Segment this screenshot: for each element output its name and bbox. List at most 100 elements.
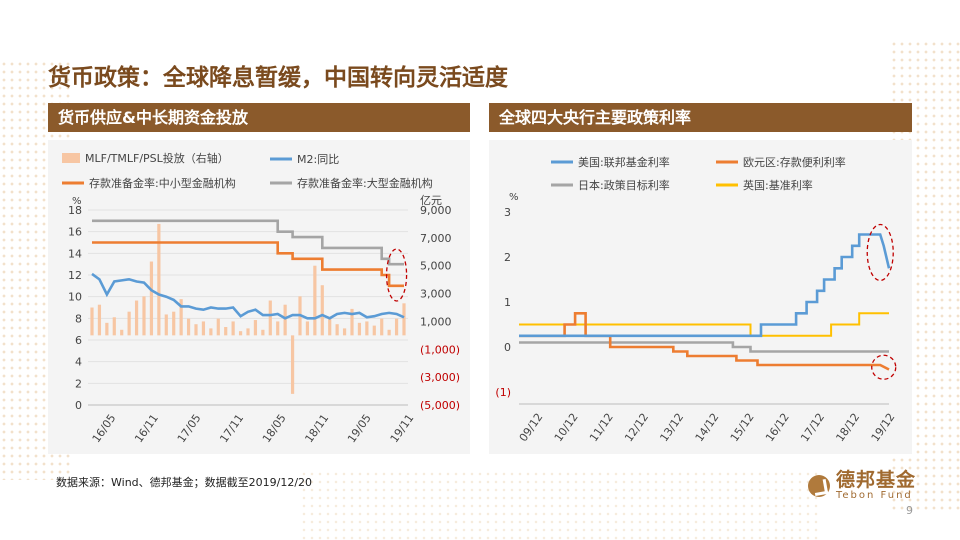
left-tick-label: 12: [68, 269, 82, 282]
left-tick-label: 16: [68, 226, 82, 239]
mlf-bar: [194, 324, 198, 336]
left-chart-header: 货币供应&中长期资金投放: [48, 103, 470, 132]
x-tick-label: 17/12: [798, 411, 827, 444]
decorative-dots-bottom: [300, 470, 820, 540]
mlf-bar: [261, 329, 265, 336]
x-tick-label: 14/12: [693, 411, 722, 444]
japan-rate-line: [519, 341, 889, 353]
euro-rate-line: [519, 312, 890, 371]
mlf-bar: [149, 261, 154, 336]
mlf-bar: [246, 328, 250, 336]
x-tick-label: 12/12: [622, 411, 651, 444]
y-axis-unit: %: [509, 192, 519, 203]
x-tick-label: 17/05: [175, 412, 204, 445]
data-source-note: 数据来源：Wind、德邦基金；数据截至2019/12/20: [56, 476, 313, 489]
right-tick-label: 5,000: [420, 260, 452, 273]
mlf-bar: [276, 321, 280, 336]
x-tick-label: 17/11: [217, 412, 246, 445]
mlf-bar: [290, 335, 295, 394]
y-tick-label: 1: [504, 296, 511, 309]
mlf-bar: [97, 304, 102, 336]
mlf-bar: [105, 322, 109, 336]
x-tick-label: 16/05: [90, 412, 119, 445]
page-title: 货币政策：全球降息暂缓，中国转向灵活适度: [48, 65, 508, 91]
mlf-bar: [238, 331, 243, 336]
right-tick-label: 3,000: [420, 288, 452, 301]
right-chart-panel: 美国:联邦基金利率 欧元区:存款便利利率日本:政策目标利率 英国:基准利率% (1) 0…: [489, 140, 912, 454]
mlf-bar: [305, 321, 310, 336]
highlight-ellipse-euro: [871, 354, 897, 380]
x-tick-label: 18/11: [302, 412, 331, 445]
legend-uk: 英国:基准利率: [743, 178, 813, 192]
left-tick-label: 10: [68, 291, 82, 304]
right-tick-label: (5,000): [420, 399, 460, 412]
x-tick-label: 18/05: [260, 412, 289, 445]
highlight-ellipse-us: [866, 223, 894, 282]
mlf-bar: [402, 303, 406, 336]
mlf-bar: [127, 311, 131, 336]
mlf-bar: [328, 318, 332, 336]
logo-mark-icon: [808, 474, 830, 497]
x-tick-label: 15/12: [728, 411, 757, 444]
page-number: 9: [906, 504, 913, 517]
mlf-bar: [172, 311, 176, 336]
x-tick-label: 19/11: [388, 412, 417, 445]
logo-name-cn: 德邦基金: [836, 469, 917, 491]
mlf-bar: [387, 329, 391, 336]
mlf-bar: [179, 299, 183, 336]
company-logo: 德邦基金 Tebon Fund: [808, 470, 916, 501]
right-tick-label: (3,000): [420, 371, 460, 384]
y-tick-label: 0: [504, 341, 511, 354]
x-tick-label: 18/12: [833, 411, 862, 444]
legend-rrr-small: 存款准备金率:中小型金融机构: [89, 176, 236, 190]
x-tick-label: 09/12: [517, 411, 546, 444]
uk-rate-line: [519, 312, 889, 337]
left-tick-label: 2: [75, 377, 82, 390]
mlf-bar: [313, 265, 317, 336]
left-tick-label: 8: [75, 312, 82, 325]
mlf-bar: [342, 328, 347, 336]
legend-japan: 日本:政策目标利率: [578, 178, 670, 192]
mlf-bar: [142, 296, 146, 336]
mlf-bar: [186, 318, 191, 336]
right-chart-header: 全球四大央行主要政策利率: [489, 103, 912, 132]
mlf-bar: [372, 325, 376, 336]
mlf-bar: [224, 327, 228, 336]
mlf-bar: [283, 304, 287, 336]
x-tick-label: 11/12: [587, 411, 616, 444]
legend-mlf: MLF/TMLF/PSL投放（右轴）: [85, 151, 229, 165]
left-tick-label: 6: [75, 334, 82, 347]
y-tick-label: 2: [504, 251, 511, 264]
m2-line: [91, 272, 405, 320]
mlf-bar: [90, 307, 94, 336]
mlf-bar: [335, 324, 339, 336]
mlf-bar: [231, 321, 235, 336]
left-chart-panel: MLF/TMLF/PSL投放（右轴） M2:同比 存款准备金率:中小型金融机构 存款准…: [48, 140, 470, 454]
mlf-bar: [320, 285, 324, 336]
mlf-bar: [350, 308, 354, 336]
x-tick-label: 13/12: [657, 411, 686, 444]
rrr-large-line: [92, 219, 404, 266]
us-rate-line: [519, 233, 891, 338]
mlf-bar: [216, 318, 220, 336]
legend-us: 美国:联邦基金利率: [578, 155, 670, 169]
x-tick-label: 16/11: [132, 412, 161, 445]
legend-euro: 欧元区:存款便利利率: [743, 155, 846, 169]
left-axis-unit: %: [72, 196, 82, 207]
y-tick-label: 3: [504, 206, 511, 219]
left-tick-label: 18: [68, 204, 82, 217]
right-tick-label: (1,000): [420, 343, 460, 356]
x-tick-label: 10/12: [552, 411, 581, 444]
mlf-bar: [134, 300, 139, 336]
mlf-bar: [201, 321, 206, 336]
mlf-bar: [209, 328, 213, 336]
legend-rrr-large: 存款准备金率:大型金融机构: [297, 176, 433, 190]
y-tick-label: (1): [495, 386, 511, 399]
mlf-bar: [157, 223, 161, 336]
left-tick-label: 14: [68, 247, 82, 260]
legend-swatch-mlf: [62, 153, 80, 163]
right-tick-label: 7,000: [420, 232, 452, 245]
right-tick-label: 1,000: [420, 315, 452, 328]
